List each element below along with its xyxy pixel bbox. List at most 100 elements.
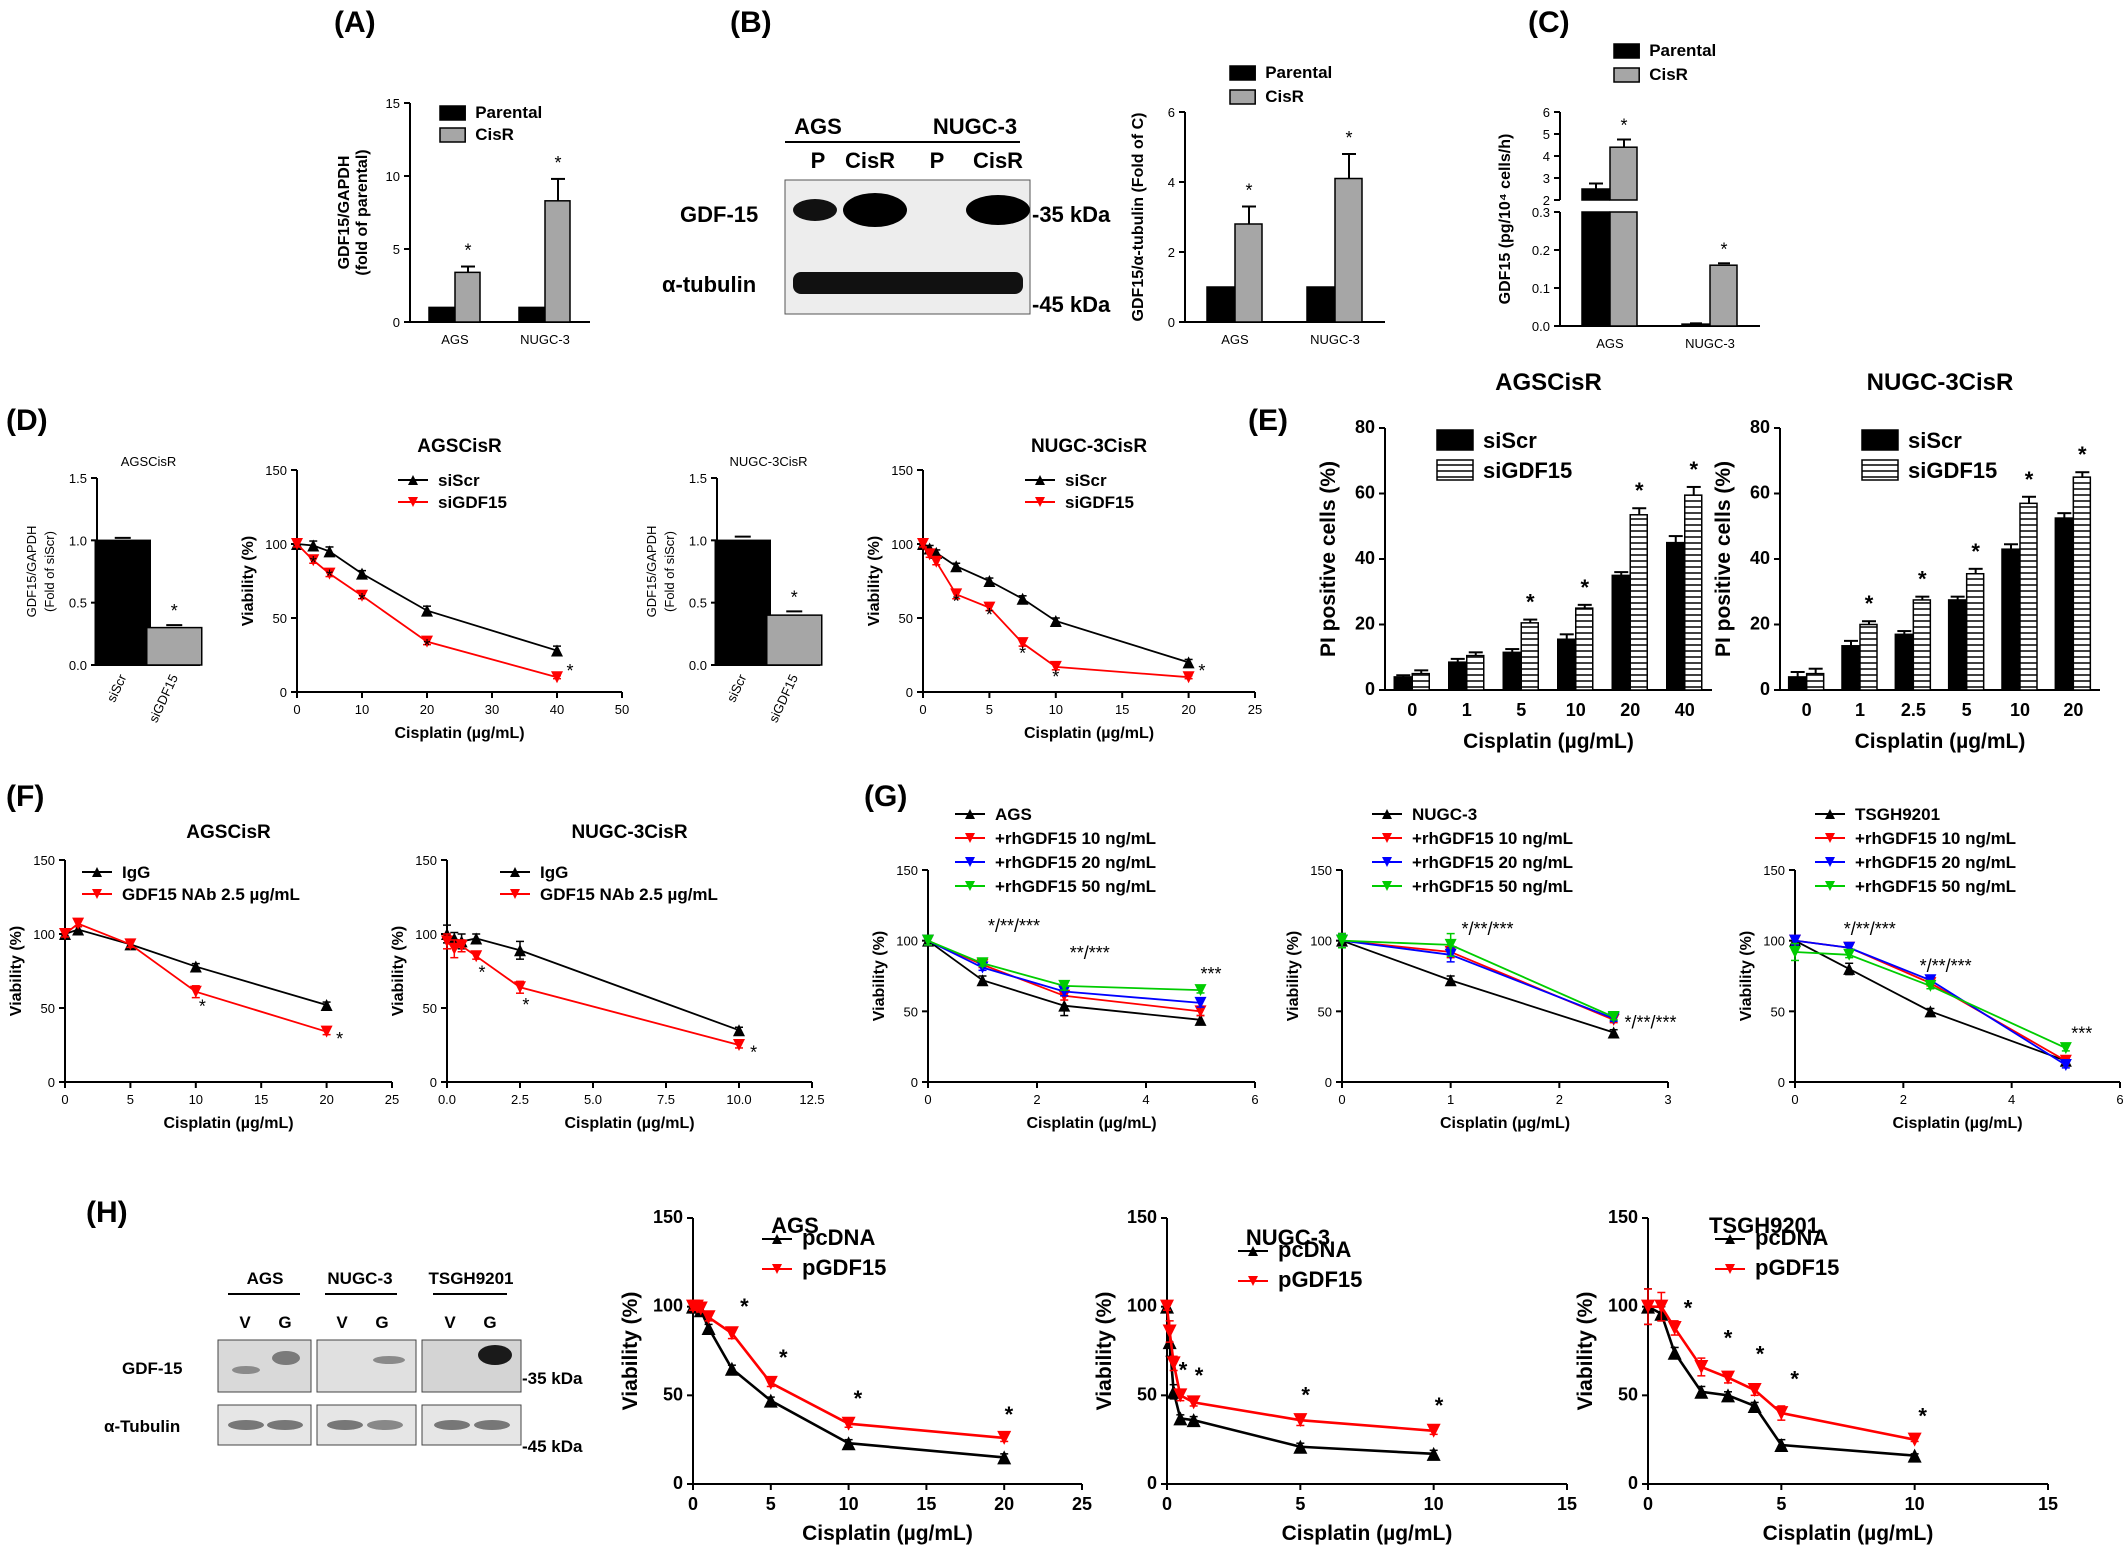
- chart-b: 0 2 4 6 AGS * NUGC-3 * GDF15/α-tubulin (Fold of …: [1130, 63, 1385, 347]
- data-point: [189, 985, 202, 998]
- data-point: [1194, 984, 1207, 997]
- western-blot-h: AGS NUGC-3 TSGH9201 V G V G V G GDF-15 α…: [104, 1269, 583, 1456]
- legend-label: Parental: [1649, 41, 1716, 60]
- data-point: [1194, 1005, 1207, 1018]
- data-point: [323, 545, 336, 558]
- chart-a: 0 5 10 15 AGS * NUGC-3 * GDF15/GAPDH (fold of par…: [336, 96, 590, 347]
- series-1: [1336, 934, 1620, 1039]
- data-point: [1774, 1437, 1789, 1452]
- annotation: ***: [2071, 1024, 2092, 1044]
- significance-star: *: [1580, 575, 1589, 600]
- x-tick-label: 1: [1855, 700, 1865, 720]
- data-point: [1641, 1299, 1655, 1314]
- x-axis-label: Cisplatin (µg/mL): [1026, 1115, 1156, 1132]
- y-tick-label: 1.0: [689, 533, 707, 548]
- data-point: [1654, 1299, 1669, 1314]
- chart-title: NUGC-3: [1246, 1225, 1330, 1250]
- data-point: [2059, 1059, 2072, 1072]
- x-tick-label: NUGC-3: [520, 332, 570, 347]
- data-point: [930, 555, 943, 568]
- legend-label: IgG: [122, 863, 150, 882]
- data-point: [189, 960, 202, 973]
- chart-title: AGSCisR: [1495, 369, 1602, 396]
- svg-text:V: V: [239, 1313, 251, 1332]
- data-point: [1194, 996, 1207, 1009]
- data-point: [1182, 656, 1195, 669]
- data-point: [307, 539, 320, 552]
- x-tick-label: 25: [385, 1092, 399, 1107]
- x-tick-label: 0: [1407, 700, 1417, 720]
- data-point: [1444, 938, 1457, 951]
- annotation: */**/***: [1920, 956, 1972, 976]
- y-tick-label: 100: [653, 1296, 683, 1316]
- data-point: [1924, 1005, 1937, 1018]
- bar: [2019, 502, 2038, 691]
- significance-star: *: [336, 1029, 343, 1049]
- bar: [1912, 599, 1932, 691]
- series-2: [1336, 932, 1620, 1026]
- data-point: [841, 1416, 856, 1431]
- significance-star: *: [1689, 457, 1698, 482]
- x-tick-label: 10: [189, 1092, 203, 1107]
- data-point: [1725, 1234, 1735, 1244]
- y-tick-label: 150: [896, 863, 918, 878]
- data-point: [455, 939, 468, 952]
- x-tick-label: 0: [919, 702, 926, 717]
- chart-h1: 0 50 100 150 0 5 10 15 20 25 * * * * Viability (%) Cisp…: [619, 1207, 1092, 1545]
- y-tick-label: 0: [430, 1075, 437, 1090]
- blot-b-size-35: -35 kDa: [1032, 202, 1111, 227]
- blot-b-row-gdf15: GDF-15: [680, 202, 758, 227]
- data-point: [922, 934, 934, 947]
- series-line: [1794, 939, 2067, 1062]
- annotation: */**/***: [988, 916, 1040, 936]
- x-tick-label: 2.5: [1901, 700, 1926, 720]
- chart-h3: 0 50 100 150 0 5 10 15 * * * * * Viability (%) Cisplat…: [1574, 1207, 2058, 1545]
- bar: [1581, 211, 1610, 327]
- bar: [1611, 574, 1630, 691]
- legend-label: siGDF15: [438, 493, 507, 512]
- legend-label: TSGH9201: [1855, 805, 1940, 824]
- y-tick-label: 0: [911, 1075, 918, 1090]
- series-2: [291, 538, 563, 684]
- y-tick-label: 50: [1318, 1004, 1332, 1019]
- data-point: [1907, 1448, 1922, 1463]
- data-point: [92, 889, 102, 899]
- x-tick-label: 20: [420, 702, 434, 717]
- y-tick-label: 5: [1543, 127, 1550, 142]
- significance-star: *: [199, 996, 206, 1016]
- series-line: [922, 543, 1189, 679]
- panel-label-e: (E): [1248, 404, 1288, 437]
- data-point: [1173, 1411, 1188, 1426]
- chart-title: NUGC-3CisR: [571, 822, 687, 843]
- significance-star: *: [1198, 661, 1205, 681]
- chart-e1: 0 20 40 60 80 0 1 5 * 10 * 20 * 40 * PI positive cells …: [1317, 369, 1712, 753]
- series-2: [441, 933, 745, 1051]
- data-point: [323, 567, 336, 580]
- legend-label: pcDNA: [1278, 1237, 1351, 1262]
- x-tick-label: 0: [1643, 1494, 1653, 1514]
- y-tick-label: 100: [896, 934, 918, 949]
- legend-label: siScr: [1065, 471, 1107, 490]
- significance-star: *: [326, 566, 333, 586]
- y-axis-label: Viability (%): [240, 536, 257, 626]
- significance-star: *: [1865, 591, 1874, 616]
- x-tick-label: 7.5: [657, 1092, 675, 1107]
- series-4: [1336, 932, 1620, 1023]
- y-tick-label: 0: [280, 685, 287, 700]
- y-tick-label: 50: [899, 611, 913, 626]
- series-line: [927, 939, 1201, 992]
- x-tick-label: 20: [1620, 700, 1640, 720]
- data-point: [1789, 934, 1801, 947]
- x-tick-label: 10: [1424, 1494, 1444, 1514]
- x-tick-label: 5.0: [584, 1092, 602, 1107]
- data-point: [1721, 1388, 1735, 1403]
- data-point: [997, 1450, 1012, 1465]
- y-axis-label: (Fold of siScr): [42, 531, 57, 612]
- data-point: [408, 475, 418, 485]
- data-point: [733, 1024, 745, 1037]
- x-tick-label: 0: [924, 1092, 931, 1107]
- y-tick-label: 10: [386, 169, 400, 184]
- panel-label-d: (D): [6, 404, 48, 437]
- chart-title: TSGH9201: [1709, 1213, 1819, 1238]
